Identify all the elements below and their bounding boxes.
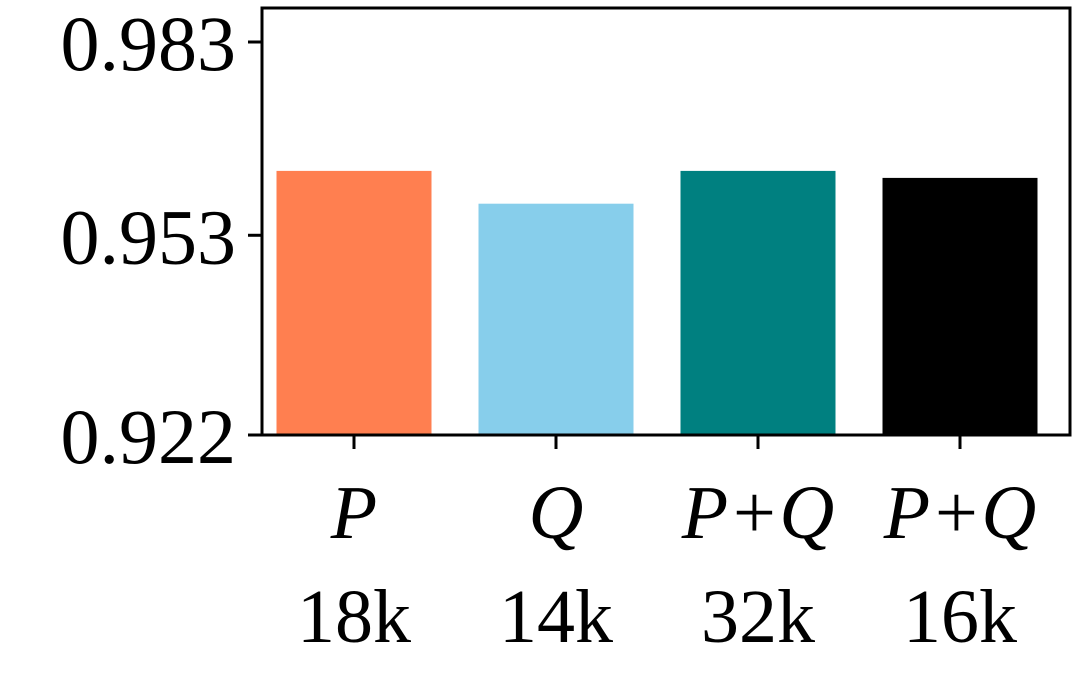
x-tick-label-name: P: [330, 471, 377, 555]
bar-1: [276, 170, 432, 435]
x-ticks-group: P 18k Q 14k P+Q 32k P+Q 16k: [297, 435, 1036, 659]
x-tick-label-name: P+Q: [681, 471, 835, 555]
bars-group: [276, 170, 1038, 435]
y-tick-label: 0.922: [61, 393, 237, 480]
y-tick-label: 0.953: [61, 193, 237, 280]
y-tick-label: 0.983: [61, 0, 237, 87]
x-tick-label-name: P+Q: [883, 471, 1037, 555]
axes-group: [260, 6, 1072, 437]
x-tick-label-size: 14k: [499, 575, 613, 659]
bar-4: [882, 177, 1038, 435]
bar-3: [680, 170, 836, 435]
x-tick-label-size: 18k: [297, 575, 411, 659]
y-ticks-group: 0.922 0.953 0.983: [61, 0, 262, 480]
x-tick-label-size: 16k: [903, 575, 1017, 659]
axes-frame: [260, 6, 1072, 437]
x-tick-label-name: Q: [529, 471, 584, 555]
x-tick-label-size: 32k: [701, 575, 815, 659]
bar-2: [478, 203, 634, 435]
